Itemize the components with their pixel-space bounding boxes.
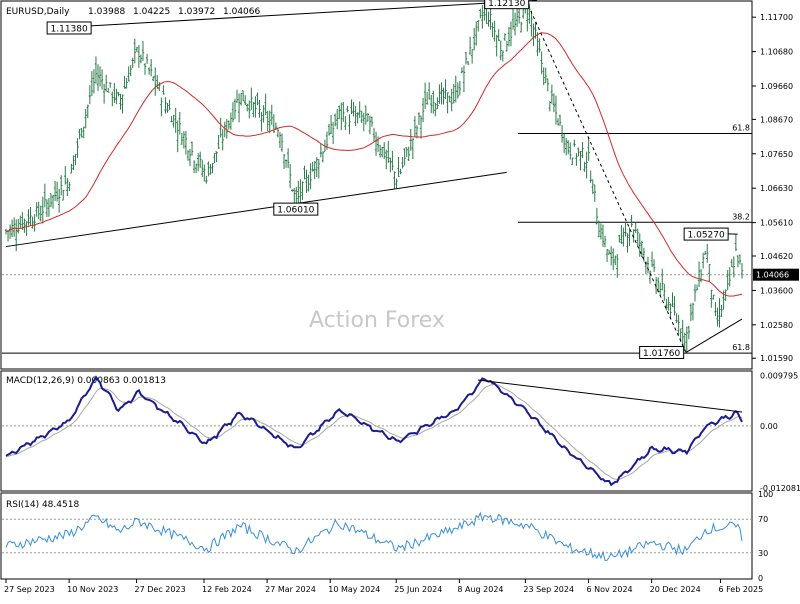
current-price-marker: 1.04066 bbox=[753, 268, 799, 281]
annotation-label: 1.12130 bbox=[488, 0, 525, 9]
annotation-box bbox=[683, 227, 729, 241]
price-tick-label: 1.01590 bbox=[760, 354, 793, 363]
moving-average-line bbox=[5, 32, 743, 297]
annotation-box bbox=[46, 21, 92, 35]
fibonacci-lines: 61.8 38.2 61.8 bbox=[2, 124, 752, 354]
price-annotation: 1.12130 bbox=[484, 0, 530, 10]
macd-tick-label: -0.012081 bbox=[760, 484, 800, 493]
rsi-panel-frame bbox=[0, 492, 753, 580]
price-bars bbox=[4, 0, 744, 352]
date-tick-label: 27 Mar 2024 bbox=[265, 585, 316, 594]
price-tick-label: 1.07650 bbox=[760, 150, 793, 159]
price-tick-label: 1.02580 bbox=[760, 321, 793, 330]
price-tick-label: 1.05610 bbox=[760, 219, 793, 228]
rsi-tick-label: 30 bbox=[758, 549, 768, 558]
current-price-box bbox=[753, 268, 799, 281]
price-panel-frame bbox=[0, 0, 753, 370]
price-axis: 1.11700 1.10680 1.09660 1.08670 1.07650 1.066… bbox=[2, 13, 793, 363]
price-tick-label: 1.11700 bbox=[760, 13, 793, 22]
date-tick-label: 27 Dec 2023 bbox=[135, 585, 186, 594]
date-tick-label: 20 Dec 2024 bbox=[650, 585, 701, 594]
date-tick-label: 25 Jun 2024 bbox=[394, 585, 442, 594]
lower-trendline bbox=[5, 171, 507, 248]
price-tick-label: 1.04620 bbox=[760, 252, 793, 261]
price-tick-label: 1.08670 bbox=[760, 115, 793, 124]
date-tick-label: 6 Feb 2025 bbox=[718, 585, 763, 594]
symbol-label: EURUSD,Daily bbox=[6, 7, 70, 17]
price-annotation: 1.05270 bbox=[683, 227, 729, 241]
rsi-tick-label: 100 bbox=[758, 490, 773, 499]
annotation-label: 1.01760 bbox=[643, 349, 680, 359]
macd-title: MACD(12,26,9) 0.000863 0.001813 bbox=[6, 376, 166, 386]
macd-tick-label: 0.009795 bbox=[760, 372, 798, 381]
date-tick-label: 12 Feb 2024 bbox=[202, 585, 252, 594]
macd-axis: 0.009795 0.00 -0.012081 bbox=[2, 372, 800, 493]
date-tick-label: 8 Aug 2024 bbox=[457, 585, 503, 594]
price-annotation: 1.06010 bbox=[273, 202, 319, 216]
date-tick-label: 10 May 2024 bbox=[328, 585, 380, 594]
macd-tick-label: 0.00 bbox=[760, 422, 778, 431]
price-tick-label: 1.03600 bbox=[760, 286, 793, 295]
annotation-label: 1.05270 bbox=[688, 231, 725, 241]
upper-trendline bbox=[53, 0, 537, 29]
watermark-text: Action Forex bbox=[309, 308, 445, 333]
annotation-box bbox=[484, 0, 530, 10]
price-annotations: 1.11380 1.06010 1.12130 1.05270 1.01760 bbox=[46, 0, 729, 359]
annotation-box bbox=[273, 202, 319, 216]
price-tick-label: 1.09660 bbox=[760, 82, 793, 91]
macd-divergence-trendline bbox=[477, 379, 743, 413]
fib-level-label: 61.8 bbox=[732, 124, 750, 133]
rsi-title: RSI(14) 48.4518 bbox=[6, 500, 79, 510]
macd-panel-frame bbox=[0, 370, 753, 492]
price-annotation: 1.01760 bbox=[639, 345, 685, 359]
date-tick-label: 6 Nov 2024 bbox=[586, 585, 632, 594]
low-value: 1.03972 bbox=[178, 7, 215, 17]
current-price-label: 1.04066 bbox=[756, 271, 789, 280]
date-axis: 27 Sep 2023 10 Nov 2023 27 Dec 2023 12 Feb … bbox=[4, 579, 763, 594]
price-tick-label: 1.10680 bbox=[760, 48, 793, 57]
date-tick-label: 23 Sep 2024 bbox=[523, 585, 574, 594]
rsi-line bbox=[5, 511, 743, 562]
date-tick-label: 27 Sep 2023 bbox=[4, 585, 55, 594]
fib-level-label: 38.2 bbox=[732, 212, 750, 221]
price-annotation: 1.11380 bbox=[46, 21, 92, 35]
rising-support-trendline bbox=[685, 318, 743, 353]
high-value: 1.04225 bbox=[133, 7, 170, 17]
close-value: 1.04066 bbox=[223, 7, 260, 17]
fib-level-label: 61.8 bbox=[732, 343, 750, 352]
date-tick-label: 10 Nov 2023 bbox=[67, 585, 118, 594]
rsi-tick-label: 70 bbox=[758, 515, 768, 524]
annotation-label: 1.06010 bbox=[277, 206, 314, 216]
rsi-tick-label: 0 bbox=[758, 574, 763, 583]
price-tick-label: 1.06630 bbox=[760, 184, 793, 193]
annotation-label: 1.11380 bbox=[51, 24, 88, 34]
macd-line bbox=[5, 375, 743, 487]
annotation-box bbox=[639, 345, 685, 359]
open-value: 1.03988 bbox=[88, 7, 125, 17]
rsi-axis: 100 70 30 0 bbox=[2, 490, 773, 583]
